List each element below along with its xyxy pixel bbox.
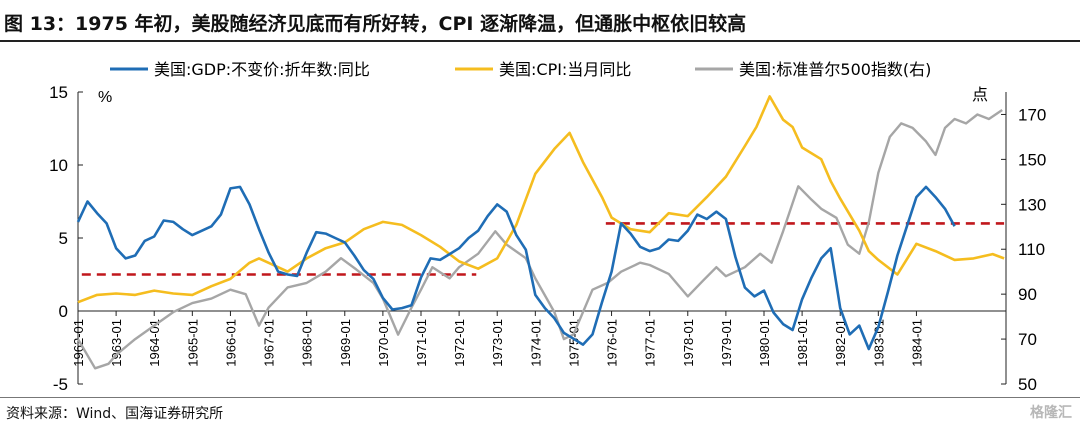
x-tick-label: 1972-01 (452, 319, 467, 367)
left-tick-label: 0 (59, 302, 68, 321)
x-tick-label: 1967-01 (262, 319, 277, 367)
x-tick-label: 1969-01 (338, 319, 353, 367)
x-tick-label: 1965-01 (185, 319, 200, 367)
left-unit-label: % (98, 89, 112, 106)
x-tick-label: 1966-01 (223, 319, 238, 367)
x-tick-label: 1974-01 (528, 319, 543, 367)
x-tick-label: 1971-01 (414, 319, 429, 367)
x-tick-label: 1980-01 (757, 319, 772, 367)
x-tick-label: 1973-01 (490, 319, 505, 367)
chart-axes: -5 0 5 10 15 50 70 90 110 130 150 170% 点 1962-01 1963-… (49, 83, 1046, 394)
x-tick-label: 1962-01 (71, 319, 86, 367)
right-tick-label: 70 (1018, 330, 1037, 349)
chart-area: -5 0 5 10 15 50 70 90 110 130 150 170% 点 1962-01 1963-… (49, 60, 1046, 394)
watermark-logo: 格隆汇 (1030, 405, 1072, 421)
series-layer (76, 95, 1005, 370)
right-unit-label: 点 (972, 86, 988, 104)
right-tick-label: 150 (1018, 150, 1046, 169)
left-tick-label: -5 (53, 375, 68, 394)
x-tick-label: 1984-01 (909, 319, 924, 367)
right-tick-label: 90 (1018, 285, 1037, 304)
series-line-1 (76, 185, 956, 351)
series-line-3 (76, 109, 1003, 370)
x-tick-label: 1968-01 (300, 319, 315, 367)
source-note: 资料来源：Wind、国海证券研究所 (6, 406, 224, 422)
x-tick-label: 1982-01 (833, 319, 848, 367)
x-tick-label: 1978-01 (681, 319, 696, 367)
right-tick-label: 130 (1018, 195, 1046, 214)
footer-divider (0, 397, 1080, 398)
left-tick-label: 5 (59, 229, 68, 248)
right-tick-label: 110 (1018, 240, 1045, 259)
x-tick-label: 1964-01 (147, 319, 162, 367)
left-tick-label: 10 (49, 156, 68, 175)
left-tick-label: 15 (49, 83, 68, 102)
chart-legend: 美国:GDP:不变价:折年数:同比 美国:CPI:当月同比 美国:标准普尔500指数… (110, 60, 931, 79)
x-tick-label: 1981-01 (795, 319, 810, 367)
legend-label-1: 美国:GDP:不变价:折年数:同比 (154, 60, 370, 79)
x-tick-label: 1970-01 (376, 319, 391, 367)
x-tick-label: 1963-01 (109, 319, 124, 367)
title-divider (0, 40, 1080, 42)
x-tick-label: 1975-01 (566, 319, 581, 367)
right-tick-label: 50 (1018, 375, 1037, 394)
series-line-2 (77, 95, 1005, 304)
legend-label-3: 美国:标准普尔500指数(右) (739, 60, 931, 79)
right-tick-label: 170 (1018, 105, 1046, 124)
x-tick-label: 1976-01 (605, 319, 620, 367)
x-tick-label: 1977-01 (643, 319, 658, 367)
reference-lines (81, 222, 1005, 276)
x-tick-label: 1983-01 (871, 319, 886, 367)
page-title: 图 13：1975 年初，美股随经济见底而有所好转，CPI 逐渐降温，但通胀中枢… (4, 13, 747, 35)
x-tick-label: 1979-01 (719, 319, 734, 367)
legend-label-2: 美国:CPI:当月同比 (499, 60, 631, 79)
